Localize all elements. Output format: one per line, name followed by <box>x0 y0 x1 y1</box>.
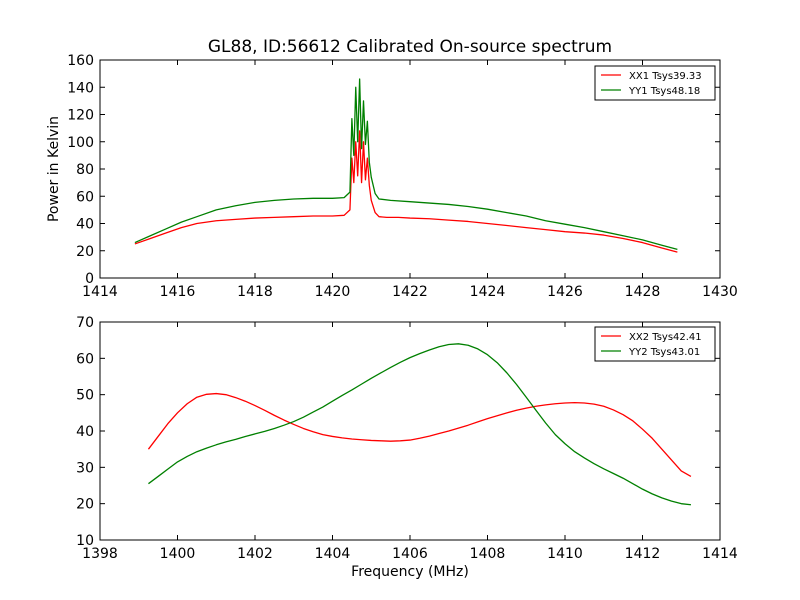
legend-label: YY2 Tsys43.01 <box>628 347 700 358</box>
chart-title: GL88, ID:56612 Calibrated On-source spec… <box>208 37 612 57</box>
x-tick-label: 1420 <box>315 284 351 300</box>
legend: XX2 Tsys42.41 YY2 Tsys43.01 <box>594 326 716 362</box>
y-tick-label: 0 <box>85 271 94 287</box>
x-tick-label: 1408 <box>470 546 506 562</box>
legend-label: XX2 Tsys42.41 <box>629 332 702 343</box>
y-tick-label: 50 <box>76 388 94 404</box>
y-tick-label: 20 <box>76 244 94 260</box>
x-axis-label: Frequency (MHz) <box>351 564 469 580</box>
x-tick-label: 1410 <box>547 546 583 562</box>
y-tick-label: 100 <box>67 135 94 151</box>
legend-box <box>594 65 716 101</box>
legend-label: YY1 Tsys48.18 <box>628 86 700 97</box>
y-tick-label: 60 <box>76 351 94 367</box>
y-tick-label: 10 <box>76 533 94 549</box>
x-tick-label: 1418 <box>237 284 273 300</box>
x-tick-label: 1400 <box>160 546 196 562</box>
x-tick-label: 1412 <box>625 546 661 562</box>
x-tick-label: 1422 <box>392 284 428 300</box>
x-tick-label: 1428 <box>625 284 661 300</box>
y-tick-label: 70 <box>76 315 94 331</box>
series-line-xx <box>134 130 678 253</box>
y-tick-label: 160 <box>67 53 94 69</box>
x-tick-label: 1404 <box>315 546 351 562</box>
x-tick-label: 1416 <box>160 284 196 300</box>
series-line-yy <box>134 78 678 251</box>
x-tick-label: 1414 <box>82 284 118 300</box>
x-tick-label: 1414 <box>702 546 738 562</box>
x-tick-label: 1406 <box>392 546 428 562</box>
x-tick-label: 1430 <box>702 284 738 300</box>
top-chart: 1414 1416 1418 1420 1422 1424 1426 1428 1430 0 20 4… <box>46 37 738 300</box>
y-tick-label: 20 <box>76 497 94 513</box>
y-axis-label: Power in Kelvin <box>46 116 62 222</box>
bottom-chart: 1398 1400 1402 1404 1406 1408 1410 1412 1414 10 20… <box>76 315 738 580</box>
x-tick-label: 1398 <box>82 546 118 562</box>
legend: XX1 Tsys39.33 YY1 Tsys48.18 <box>594 65 716 101</box>
y-tick-label: 30 <box>76 460 94 476</box>
series-line-yy <box>148 343 692 506</box>
y-tick-label: 40 <box>76 217 94 233</box>
y-tick-label: 120 <box>67 108 94 124</box>
x-tick-label: 1426 <box>547 284 583 300</box>
series-line-xx <box>147 392 692 477</box>
y-tick-label: 140 <box>67 80 94 96</box>
x-tick-label: 1424 <box>470 284 506 300</box>
legend-box <box>594 326 716 362</box>
y-tick-label: 40 <box>76 424 94 440</box>
x-tick-label: 1402 <box>237 546 273 562</box>
y-tick-label: 60 <box>76 189 94 205</box>
legend-label: XX1 Tsys39.33 <box>629 71 702 82</box>
y-tick-label: 80 <box>76 162 94 178</box>
